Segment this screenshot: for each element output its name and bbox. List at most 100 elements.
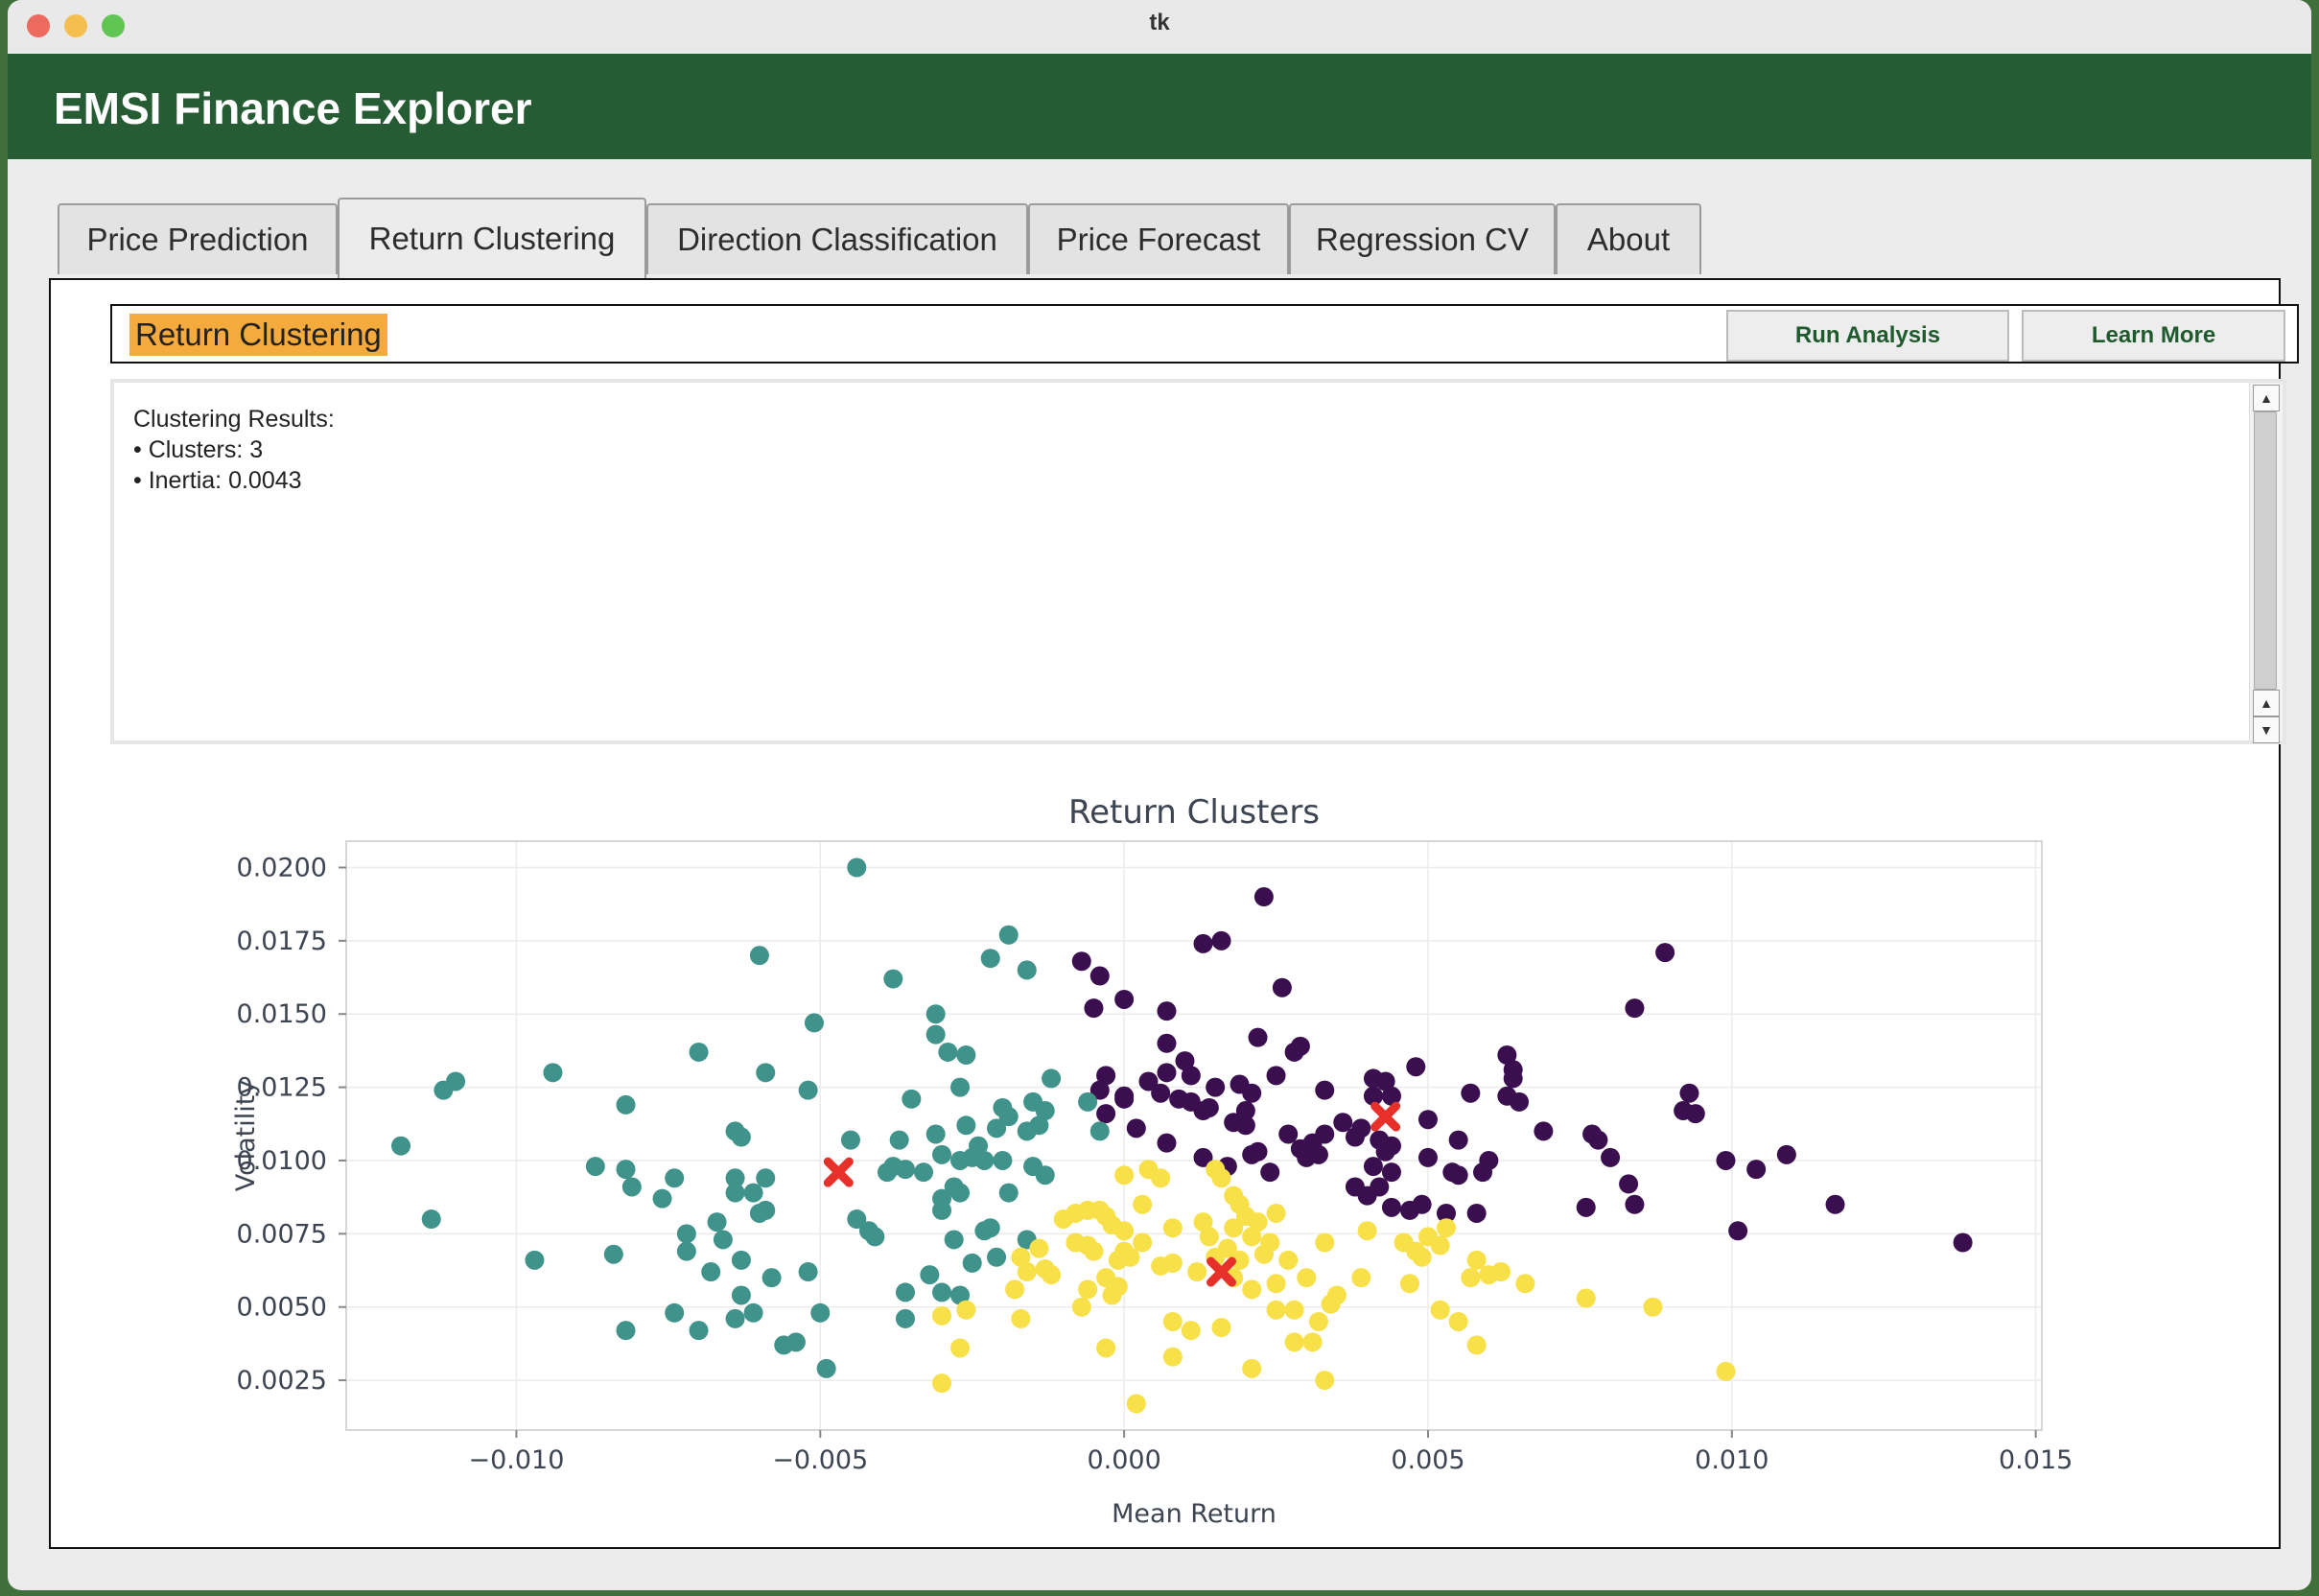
data-point <box>1151 1083 1171 1103</box>
data-point <box>1461 1083 1481 1103</box>
data-point <box>1315 1080 1335 1100</box>
data-point <box>621 1177 642 1197</box>
data-point <box>1746 1160 1767 1180</box>
data-point <box>1436 1203 1456 1223</box>
data-point <box>1430 1300 1450 1320</box>
data-point <box>1515 1274 1535 1294</box>
data-point <box>1351 1268 1371 1288</box>
scroll-down-icon[interactable]: ▼ <box>2253 716 2280 743</box>
minimize-window-icon[interactable] <box>64 14 87 37</box>
data-point <box>1399 1274 1419 1294</box>
centroid-marker <box>823 1157 854 1187</box>
data-point <box>421 1209 441 1230</box>
data-point <box>1776 1144 1796 1164</box>
data-point <box>1412 1247 1432 1267</box>
data-point <box>1224 1218 1244 1238</box>
data-point <box>1357 1221 1377 1241</box>
learn-more-button[interactable]: Learn More <box>2022 310 2285 362</box>
data-point <box>1272 977 1292 998</box>
tab-direction-classification[interactable]: Direction Classification <box>646 203 1028 274</box>
data-point <box>701 1262 721 1282</box>
data-point <box>1120 1247 1140 1267</box>
tab-price-prediction[interactable]: Price Prediction <box>58 203 338 274</box>
data-point <box>1230 1250 1250 1270</box>
x-axis-ticks: −0.010 −0.005 0.000 0.005 0.010 0.015 <box>468 1430 2073 1475</box>
tab-price-forecast[interactable]: Price Forecast <box>1028 203 1289 274</box>
tab-about[interactable]: About <box>1556 203 1701 274</box>
data-point <box>1315 1371 1335 1391</box>
data-point <box>925 1124 946 1144</box>
results-scrollbar[interactable]: ▲ ▲ ▼ <box>2249 383 2283 743</box>
data-point <box>1430 1235 1450 1256</box>
data-point <box>676 1241 696 1261</box>
data-point <box>616 1094 636 1115</box>
data-point <box>1466 1250 1487 1270</box>
data-point <box>1248 1027 1268 1047</box>
data-point <box>920 1265 940 1285</box>
data-point <box>998 1183 1019 1203</box>
data-point <box>1017 960 1037 980</box>
scroll-thumb[interactable] <box>2254 411 2277 690</box>
data-point <box>1206 1077 1226 1097</box>
data-point <box>883 969 903 989</box>
data-point <box>974 1221 995 1241</box>
data-point <box>1290 1036 1310 1056</box>
data-point <box>1242 1227 1262 1247</box>
run-analysis-button[interactable]: Run Analysis <box>1726 310 2009 362</box>
data-point <box>1351 1118 1371 1138</box>
data-point <box>1363 1086 1383 1106</box>
tab-return-clustering[interactable]: Return Clustering <box>338 198 646 278</box>
data-point <box>1448 1130 1468 1150</box>
close-window-icon[interactable] <box>27 14 50 37</box>
data-point <box>676 1224 696 1244</box>
data-point <box>1253 1244 1274 1264</box>
data-point <box>804 1013 824 1033</box>
data-point <box>950 1338 971 1358</box>
data-point <box>689 1042 709 1062</box>
data-point <box>1297 1268 1317 1288</box>
data-point <box>962 1253 982 1273</box>
data-point <box>1625 1194 1645 1214</box>
data-point <box>1133 1232 1153 1253</box>
data-point <box>1114 989 1135 1009</box>
data-point <box>974 1150 995 1170</box>
x-tick-label: 0.010 <box>1695 1445 1769 1475</box>
data-point <box>1151 1168 1171 1188</box>
data-point <box>1114 1165 1135 1185</box>
y-axis-ticks: 0.0025 0.0050 0.0075 0.0100 0.0125 0.0150 0.01… <box>237 853 346 1396</box>
scroll-up-icon[interactable]: ▲ <box>2253 385 2280 411</box>
data-point <box>713 1230 733 1250</box>
data-point <box>998 1107 1019 1127</box>
results-line: Clustering Results: <box>133 406 335 433</box>
data-point <box>1138 1071 1159 1091</box>
tab-regression-cv[interactable]: Regression CV <box>1289 203 1556 274</box>
data-point <box>652 1188 672 1209</box>
zoom-window-icon[interactable] <box>102 14 125 37</box>
data-point <box>1114 1221 1135 1241</box>
data-point <box>1302 1332 1323 1352</box>
data-point <box>840 1130 860 1150</box>
data-point <box>1242 1144 1262 1164</box>
data-point <box>1284 1300 1304 1320</box>
x-tick-label: −0.010 <box>468 1445 564 1475</box>
data-point <box>1162 1311 1183 1331</box>
window-title: tk <box>1149 10 1170 35</box>
data-point <box>1315 1124 1335 1144</box>
data-point <box>1211 1318 1231 1338</box>
scroll-up-icon[interactable]: ▲ <box>2253 690 2280 716</box>
data-point <box>761 1268 782 1288</box>
data-point <box>707 1212 727 1232</box>
y-tick-label: 0.0075 <box>237 1219 327 1249</box>
data-point <box>616 1160 636 1180</box>
y-tick-label: 0.0100 <box>237 1146 327 1176</box>
data-point <box>1417 1110 1438 1130</box>
data-point <box>1679 1083 1699 1103</box>
results-textbox[interactable]: Clustering Results: • Clusters: 3 • Iner… <box>110 379 2286 744</box>
data-point <box>1576 1288 1596 1308</box>
data-point <box>1126 1118 1146 1138</box>
data-point <box>1084 1241 1104 1261</box>
data-point <box>1381 1197 1401 1217</box>
data-point <box>1193 933 1213 953</box>
data-point <box>895 1160 915 1180</box>
data-point <box>932 1144 952 1164</box>
